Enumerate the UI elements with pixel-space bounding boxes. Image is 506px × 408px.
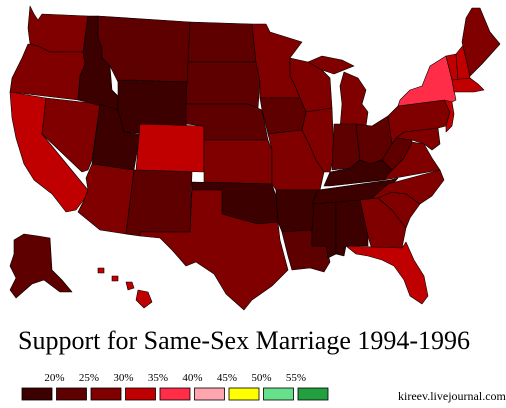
state-colorado xyxy=(135,123,205,173)
legend-swatch xyxy=(90,387,122,401)
legend-label: 45% xyxy=(217,372,237,384)
credit-text: kireev.livejournal.com xyxy=(398,389,506,403)
us-states-map xyxy=(9,5,501,311)
state-new-mexico xyxy=(125,169,193,237)
legend-label: 35% xyxy=(148,372,168,384)
state-hawaii-maui xyxy=(125,281,135,291)
state-maryland xyxy=(395,127,441,151)
state-michigan xyxy=(339,71,369,129)
legend-swatch xyxy=(159,387,191,401)
legend-label: 55% xyxy=(286,372,306,384)
state-washington xyxy=(27,5,89,53)
legend-label: 40% xyxy=(182,372,202,384)
state-michigan-upper xyxy=(307,55,355,75)
legend-swatch xyxy=(263,387,294,401)
state-new-york xyxy=(397,55,457,107)
state-massachusetts xyxy=(451,77,485,93)
state-iowa xyxy=(259,97,307,135)
legend-swatch xyxy=(194,387,225,401)
state-hawaii-big-island xyxy=(135,289,153,309)
state-new-jersey xyxy=(443,99,455,133)
state-maine xyxy=(461,7,501,77)
state-florida xyxy=(345,241,429,305)
map-title: Support for Same-Sex Marriage 1994-1996 xyxy=(18,326,471,355)
state-illinois xyxy=(301,107,335,173)
legend-label: 50% xyxy=(251,372,271,384)
state-north-carolina xyxy=(371,169,445,205)
legend-label: 30% xyxy=(113,372,133,384)
legend-label: 20% xyxy=(44,372,64,384)
state-hawaii-oahu xyxy=(111,275,119,282)
legend-swatch xyxy=(21,387,53,401)
state-texas xyxy=(139,189,289,311)
state-oregon xyxy=(9,43,86,101)
legend-swatch xyxy=(56,387,87,401)
state-north-dakota xyxy=(187,21,257,63)
state-montana xyxy=(97,15,191,83)
state-alaska xyxy=(9,233,73,299)
state-south-dakota xyxy=(185,61,261,109)
state-hawaii-kauai xyxy=(97,267,105,274)
color-legend: 20% 25% 30% 35% 40% 45% 50% 55% xyxy=(21,372,329,401)
legend-label: 25% xyxy=(79,372,99,384)
legend-swatch xyxy=(297,387,329,401)
legend-swatch xyxy=(228,387,260,401)
state-kansas xyxy=(203,139,273,185)
legend-swatch xyxy=(125,387,156,401)
state-arizona xyxy=(77,163,135,235)
